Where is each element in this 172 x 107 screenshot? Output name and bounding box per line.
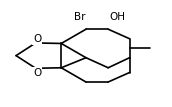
Text: O: O [33, 68, 41, 77]
Text: OH: OH [110, 12, 126, 22]
Text: O: O [33, 34, 41, 44]
Text: Br: Br [74, 12, 86, 22]
